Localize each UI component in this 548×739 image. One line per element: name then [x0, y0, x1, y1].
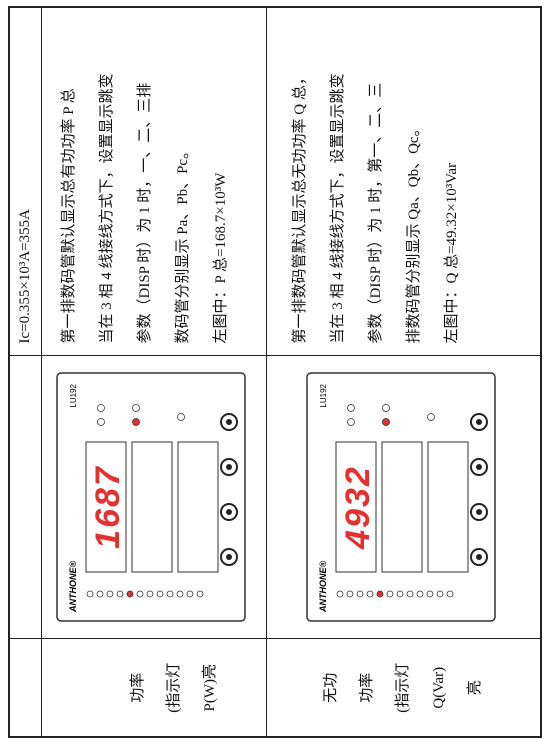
- button-core: [226, 419, 232, 426]
- status-led: [346, 404, 355, 413]
- row: 功率 (指示灯 P(W)亮 ANTHONE® LU192 1687 第一排数码管默认显示…: [41, 7, 266, 737]
- status-led: [97, 404, 105, 413]
- label-line: 亮: [467, 680, 484, 696]
- text-line: 参数（DISP 时）为 1 时，第一、二、三: [367, 82, 384, 344]
- spec-table: Ic=0.355×10³A=355A 功率 (指示灯 P(W)亮 ANTHONE® L…: [8, 6, 542, 738]
- led: [346, 591, 354, 598]
- led: [96, 591, 104, 598]
- text-cell: 第一排数码管默认显示总有功功率 P 总 当在 3 相 4 线接线方式下，设置显示跳…: [41, 7, 266, 356]
- label-line: (指示灯: [395, 662, 412, 713]
- led: [436, 591, 444, 598]
- status-led: [381, 418, 390, 427]
- led: [376, 591, 384, 598]
- button-core: [475, 464, 482, 471]
- text-cell: 第一排数码管默认显示总无功功率 Q 总， 当在 3 相 4 线接线方式下，设置显示…: [266, 7, 541, 356]
- text-line: 左图中：P 总=168.7×10³W: [212, 172, 229, 344]
- display-window: [85, 442, 127, 573]
- status-led: [346, 418, 355, 427]
- text-line: 参数（DISP 时）为 1 时，一、二、三排: [136, 82, 153, 344]
- led: [176, 591, 184, 598]
- text-line: 当在 3 相 4 线接线方式下，设置显示跳变: [329, 73, 346, 344]
- led: [136, 591, 144, 598]
- led: [356, 591, 364, 598]
- note: Ic=0.355×10³A=355A: [9, 7, 41, 356]
- display-value: 1687: [89, 466, 127, 550]
- display-window: [427, 442, 469, 573]
- model: LU192: [69, 384, 78, 408]
- label-cell: 无功 功率 (指示灯 Q(Var) 亮: [266, 639, 541, 737]
- led: [406, 591, 414, 598]
- label-line: 功率: [129, 672, 146, 703]
- status-led: [132, 418, 140, 427]
- text-line: 数码管分别显示 Pa、Pb、Pc。: [174, 143, 191, 344]
- status-led: [381, 404, 390, 413]
- led: [106, 591, 114, 598]
- status-led: [177, 413, 185, 422]
- cell: [9, 639, 41, 737]
- button-core: [475, 419, 482, 426]
- row: 无功 功率 (指示灯 Q(Var) 亮 ANTHONE® LU192 4932 第一排数码管…: [266, 7, 541, 737]
- status-led: [97, 418, 105, 427]
- brand: ANTHONE®: [318, 561, 328, 613]
- led: [336, 591, 344, 598]
- label-cell: 功率 (指示灯 P(W)亮: [41, 639, 266, 737]
- led: [86, 591, 94, 598]
- led: [386, 591, 394, 598]
- led: [396, 591, 404, 598]
- label-line: 无功: [323, 672, 340, 703]
- display-window: [335, 442, 377, 573]
- button-core: [475, 554, 482, 561]
- led: [446, 591, 454, 598]
- status-led: [426, 413, 435, 422]
- display-window: [131, 442, 173, 573]
- led: [186, 591, 194, 598]
- text-line: 当在 3 相 4 线接线方式下，设置显示跳变: [98, 73, 115, 344]
- status-led: [132, 404, 140, 413]
- text-line: 左图中：Q 总=49.32×10³Var: [443, 162, 460, 344]
- label-line: Q(Var): [431, 666, 448, 709]
- text-line: 第一排数码管默认显示总有功功率 P 总: [60, 88, 77, 344]
- led: [166, 591, 174, 598]
- label-line: P(W)亮: [201, 664, 218, 712]
- button-core: [226, 509, 232, 516]
- brand: ANTHONE®: [68, 561, 78, 613]
- label-line: 功率: [359, 672, 376, 703]
- meter-image: ANTHONE® LU192 1687: [56, 372, 246, 623]
- meter-image: ANTHONE® LU192 4932: [306, 372, 496, 623]
- display-window: [177, 442, 219, 573]
- button-core: [475, 509, 482, 516]
- led: [156, 591, 164, 598]
- model: LU192: [319, 384, 328, 408]
- cell: [9, 356, 41, 639]
- label-line: (指示灯: [165, 662, 182, 713]
- led: [196, 591, 204, 598]
- led: [426, 591, 434, 598]
- text-line: 第一排数码管默认显示总无功功率 Q 总，: [291, 70, 308, 344]
- led: [366, 591, 374, 598]
- led: [126, 591, 134, 598]
- button-core: [226, 464, 232, 471]
- text-line: 排数码管分别显示 Qa、Qb、Qc。: [405, 121, 422, 344]
- display-window: [381, 442, 423, 573]
- display-value: 4932: [339, 466, 377, 551]
- device-cell: ANTHONE® LU192 1687: [41, 356, 266, 639]
- led: [146, 591, 154, 598]
- led: [116, 591, 124, 598]
- device-cell: ANTHONE® LU192 4932: [266, 356, 541, 639]
- button-core: [226, 554, 232, 561]
- led: [416, 591, 424, 598]
- row: Ic=0.355×10³A=355A: [9, 7, 41, 737]
